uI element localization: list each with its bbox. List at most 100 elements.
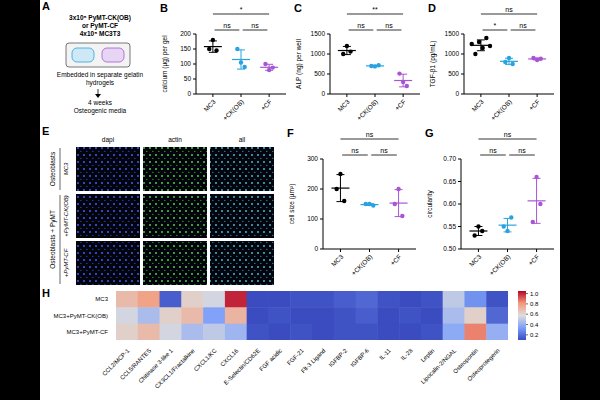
svg-text:ns: ns [357, 22, 365, 29]
svg-text:0.70: 0.70 [443, 155, 456, 162]
html-text:Embedded in separate gelatin h: Embedded in separate gelatin hydrogels [56, 71, 144, 86]
svg-text:MC3: MC3 [330, 253, 345, 268]
svg-text:MC3: MC3 [468, 253, 483, 268]
svg-text:ns: ns [223, 22, 231, 29]
svg-text:MC3: MC3 [202, 98, 217, 113]
svg-text:0.8: 0.8 [530, 301, 539, 307]
svg-text:0.50: 0.50 [443, 245, 456, 252]
svg-text:0.65: 0.65 [443, 178, 456, 185]
svg-text:150: 150 [180, 45, 191, 52]
svg-text:+CF: +CF [527, 253, 541, 267]
svg-text:CX3CL1/Fractalkine: CX3CL1/Fractalkine [154, 347, 197, 390]
svg-text:0.60: 0.60 [443, 200, 456, 207]
svg-text:Lipocalin-2/NGAL: Lipocalin-2/NGAL [420, 347, 458, 385]
svg-text:0.4: 0.4 [530, 322, 539, 328]
svg-text:Chitinase 3-like 1: Chitinase 3-like 1 [137, 347, 174, 384]
svg-text:*: * [240, 6, 243, 13]
svg-text:ns: ns [505, 6, 513, 13]
svg-text:1500: 1500 [311, 30, 326, 37]
svg-text:+CF: +CF [259, 98, 273, 112]
html-text:D: D [428, 2, 436, 14]
svg-text:0: 0 [187, 90, 191, 97]
svg-text:FGF-21: FGF-21 [286, 347, 305, 366]
svg-text:0.55: 0.55 [443, 223, 456, 230]
svg-text:MC3+PyMT-CK(OB): MC3+PyMT-CK(OB) [53, 313, 108, 319]
svg-text:CCL5/RANTES: CCL5/RANTES [118, 347, 153, 381]
svg-text:500: 500 [314, 70, 325, 77]
html-text:A: A [42, 0, 50, 12]
svg-text:ns: ns [366, 131, 374, 138]
svg-text:1500: 1500 [445, 30, 460, 37]
svg-text:MC3+PyMT-CF: MC3+PyMT-CF [66, 329, 108, 335]
svg-text:IL-28: IL-28 [400, 347, 414, 361]
svg-text:Osteopontin: Osteopontin [451, 347, 480, 375]
svg-text:actin: actin [168, 136, 182, 143]
svg-text:100: 100 [307, 215, 318, 222]
svg-text:500: 500 [448, 70, 459, 77]
svg-text:300: 300 [307, 155, 318, 162]
svg-text:MC3: MC3 [470, 98, 485, 113]
html-text:3x10⁵ PyMT-CK(OB): 3x10⁵ PyMT-CK(OB) [69, 14, 131, 21]
svg-text:1000: 1000 [311, 50, 326, 57]
svg-text:ns: ns [519, 22, 527, 29]
svg-text:1000: 1000 [445, 50, 460, 57]
html-text:C: C [294, 2, 302, 14]
svg-text:calcium (µg) per gel: calcium (µg) per gel [161, 35, 169, 93]
svg-text:IL-11: IL-11 [378, 347, 392, 361]
svg-text:TGF-β1 (pg/mL): TGF-β1 (pg/mL) [429, 41, 437, 88]
svg-text:0: 0 [321, 90, 325, 97]
svg-text:CXCL16: CXCL16 [219, 347, 240, 368]
html-text:E: E [42, 125, 50, 137]
svg-text:+CF: +CF [527, 98, 541, 112]
svg-text:50: 50 [184, 75, 192, 82]
svg-text:**: ** [372, 6, 378, 13]
svg-text:Osteoprotegerin: Osteoprotegerin [466, 347, 501, 382]
svg-text:ALP (ng) per well: ALP (ng) per well [295, 39, 303, 89]
svg-text:*: * [494, 22, 497, 29]
svg-text:ns: ns [518, 147, 526, 154]
svg-text:0: 0 [314, 245, 318, 252]
svg-text:200: 200 [307, 185, 318, 192]
svg-text:0.6: 0.6 [530, 311, 539, 317]
svg-text:ns: ns [351, 147, 359, 154]
svg-text:ns: ns [251, 22, 259, 29]
svg-text:+CK(OB): +CK(OB) [489, 98, 513, 122]
svg-text:MC3: MC3 [63, 162, 69, 175]
svg-text:ns: ns [380, 147, 388, 154]
svg-text:+CF: +CF [389, 253, 403, 267]
svg-text:+CK(OB): +CK(OB) [221, 98, 245, 122]
svg-text:IGFBP-2: IGFBP-2 [328, 347, 349, 368]
svg-text:FGF acidic: FGF acidic [258, 347, 283, 372]
svg-text:+CK(OB): +CK(OB) [355, 98, 379, 122]
svg-text:+PyMT-CF: +PyMT-CF [63, 248, 69, 277]
svg-text:100: 100 [180, 60, 191, 67]
html-text:H: H [42, 287, 50, 299]
svg-text:dapi: dapi [102, 136, 114, 144]
svg-text:Osteoblasts + PyMT: Osteoblasts + PyMT [49, 210, 57, 269]
svg-text:ns: ns [504, 131, 512, 138]
svg-text:+PyMT-CK(OB): +PyMT-CK(OB) [63, 195, 69, 237]
svg-text:MC3: MC3 [336, 98, 351, 113]
svg-text:200: 200 [180, 30, 191, 37]
svg-text:CXCL1/KC: CXCL1/KC [193, 347, 218, 372]
html-text:G: G [425, 127, 434, 139]
svg-text:Leptin: Leptin [420, 347, 436, 363]
svg-text:IGFBP-6: IGFBP-6 [349, 347, 370, 368]
svg-text:Osteoblasts: Osteoblasts [49, 151, 56, 186]
svg-text:E-Selectin/CD62E: E-Selectin/CD62E [223, 347, 261, 385]
svg-text:MC3: MC3 [95, 296, 108, 302]
svg-text:1.0: 1.0 [530, 291, 539, 297]
svg-text:+CF: +CF [393, 98, 407, 112]
svg-text:ns: ns [385, 22, 393, 29]
svg-text:Flt-3 Ligand: Flt-3 Ligand [300, 347, 327, 374]
svg-text:cell size (µm²): cell size (µm²) [288, 184, 296, 225]
svg-text:0.2: 0.2 [530, 332, 539, 338]
html-text:B: B [160, 2, 168, 14]
svg-text:circularity: circularity [426, 190, 434, 218]
svg-text:ns: ns [489, 147, 497, 154]
svg-text:CCL2/MCP-1: CCL2/MCP-1 [101, 347, 131, 377]
svg-text:all: all [239, 136, 246, 143]
svg-text:+CK(OB): +CK(OB) [350, 253, 374, 277]
svg-text:0: 0 [455, 90, 459, 97]
svg-text:+CK(OB): +CK(OB) [488, 253, 512, 277]
